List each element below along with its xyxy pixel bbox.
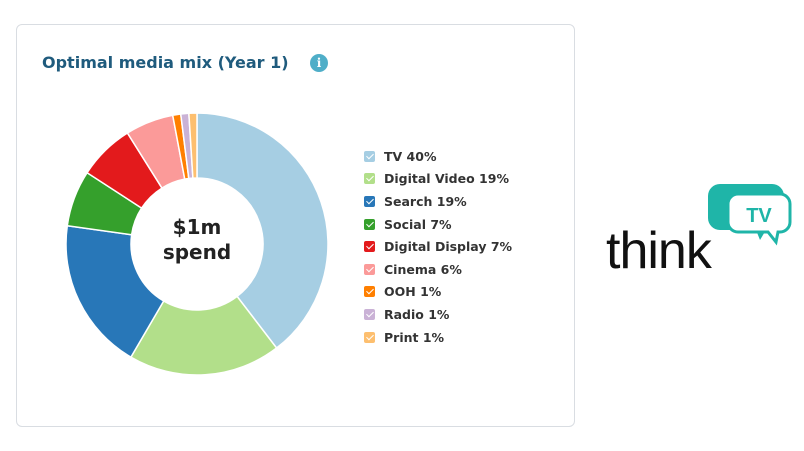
legend-item-search[interactable]: Search 19% xyxy=(364,190,512,213)
legend-checkbox-icon[interactable] xyxy=(364,150,375,162)
legend-label: Digital Display 7% xyxy=(384,239,513,255)
slice-print[interactable] xyxy=(188,112,198,179)
legend-checkbox-icon[interactable] xyxy=(364,331,375,343)
info-icon[interactable]: i xyxy=(310,54,328,72)
legend-label: Social 7% xyxy=(384,216,452,232)
logo-graphic: TV think xyxy=(606,184,792,280)
legend-item-cinema[interactable]: Cinema 6% xyxy=(364,258,512,281)
card-title: Optimal media mix (Year 1) xyxy=(42,53,289,72)
legend-checkbox-icon[interactable] xyxy=(364,241,375,253)
legend-item-ooh[interactable]: OOH 1% xyxy=(364,281,512,304)
legend-item-digital-display[interactable]: Digital Display 7% xyxy=(364,235,512,258)
legend-checkbox-icon[interactable] xyxy=(364,308,375,320)
legend-item-social[interactable]: Social 7% xyxy=(364,213,512,236)
legend-label: Print 1% xyxy=(384,329,445,345)
legend-label: Search 19% xyxy=(384,193,467,209)
legend-checkbox-icon[interactable] xyxy=(364,286,375,298)
legend-item-radio[interactable]: Radio 1% xyxy=(364,303,512,326)
logo-word: think xyxy=(606,222,713,280)
donut-chart xyxy=(65,112,329,376)
legend-label: Cinema 6% xyxy=(384,261,462,277)
slice-tv[interactable] xyxy=(196,112,329,350)
legend-item-digital-video[interactable]: Digital Video 19% xyxy=(364,168,512,191)
legend-label: TV 40% xyxy=(384,148,437,164)
legend-item-print[interactable]: Print 1% xyxy=(364,326,512,349)
chart-legend: TV 40% Digital Video 19% Search 19% Social … xyxy=(364,145,512,348)
legend-checkbox-icon[interactable] xyxy=(364,218,375,230)
legend-checkbox-icon[interactable] xyxy=(364,195,375,207)
legend-checkbox-icon[interactable] xyxy=(364,173,375,185)
legend-label: Radio 1% xyxy=(384,306,450,322)
legend-item-tv[interactable]: TV 40% xyxy=(364,145,512,168)
media-mix-card: Optimal media mix (Year 1) i $1m spend T… xyxy=(16,24,575,427)
thinktv-logo: TV think xyxy=(604,180,794,284)
slice-digital-video[interactable] xyxy=(129,295,278,376)
logo-badge-text: TV xyxy=(746,205,772,227)
center-caption: spend xyxy=(162,240,232,264)
slice-search[interactable] xyxy=(65,224,165,359)
legend-label: Digital Video 19% xyxy=(384,171,509,187)
legend-checkbox-icon[interactable] xyxy=(364,263,375,275)
legend-label: OOH 1% xyxy=(384,284,442,300)
center-label: $1m spend xyxy=(152,215,242,265)
speech-bubble-front xyxy=(726,192,792,246)
center-amount: $1m xyxy=(172,215,222,239)
